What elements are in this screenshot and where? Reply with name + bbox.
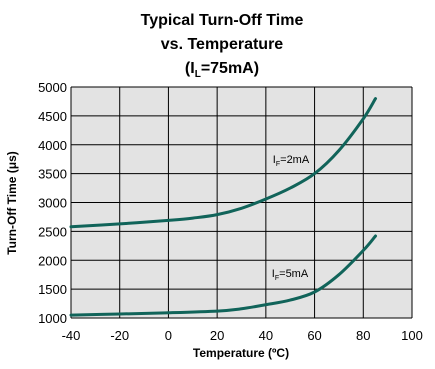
y-tick-label: 4000 [38,138,67,153]
y-tick-labels: 1000 1500 2000 2500 3000 3500 4000 4500 5000 [38,80,67,326]
series-layer [69,97,377,317]
chart-title-line-1: Typical Turn-Off Time [141,12,304,29]
chart-title-condition: (IL=75mA) [185,60,259,80]
series-label-if-5ma-prefix: I [272,268,275,280]
x-tick-label: -40 [62,328,81,343]
series-line-if-5ma [69,234,377,317]
y-tick-label: 2000 [38,253,67,268]
y-tick-label: 1500 [38,282,67,297]
y-tick-label: 5000 [38,80,67,95]
series-label-if-2ma-prefix: I [273,154,276,166]
x-tick-label: 80 [356,328,370,343]
series-label-if-5ma-sub: F [275,275,279,282]
chart-title-condition-suffix: =75mA) [201,60,259,77]
y-tick-label: 4500 [38,109,67,124]
y-tick-label: 2500 [38,224,67,239]
chart-title-line-2: vs. Temperature [161,36,284,53]
x-tick-label: 0 [165,328,172,343]
x-tick-label: 20 [210,328,224,343]
x-tick-label: -20 [110,328,129,343]
y-tick-label: 3500 [38,167,67,182]
series-label-if-2ma-sub: F [276,161,280,168]
y-tick-label: 1000 [38,311,67,326]
series-label-if-5ma-suffix: =5mA [279,268,309,280]
y-axis-label: Turn-Off Time (μs) [5,151,19,255]
chart-title-condition-sub: L [195,69,201,80]
series-line-if-2ma [69,97,377,229]
x-tick-labels: -40 -20 0 20 40 60 80 100 [62,328,423,343]
series-label-if-5ma: IF=5mA [272,268,309,282]
x-tick-label: 40 [259,328,273,343]
x-tick-label: 60 [307,328,321,343]
grid [70,86,413,319]
series-label-if-2ma-suffix: =2mA [280,154,310,166]
x-axis-label: Temperature (ºC) [193,346,289,360]
x-tick-label: 100 [401,328,423,343]
y-tick-label: 3000 [38,196,67,211]
series-label-if-2ma: IF=2mA [273,154,310,168]
chart-title-condition-prefix: (I [185,60,195,77]
